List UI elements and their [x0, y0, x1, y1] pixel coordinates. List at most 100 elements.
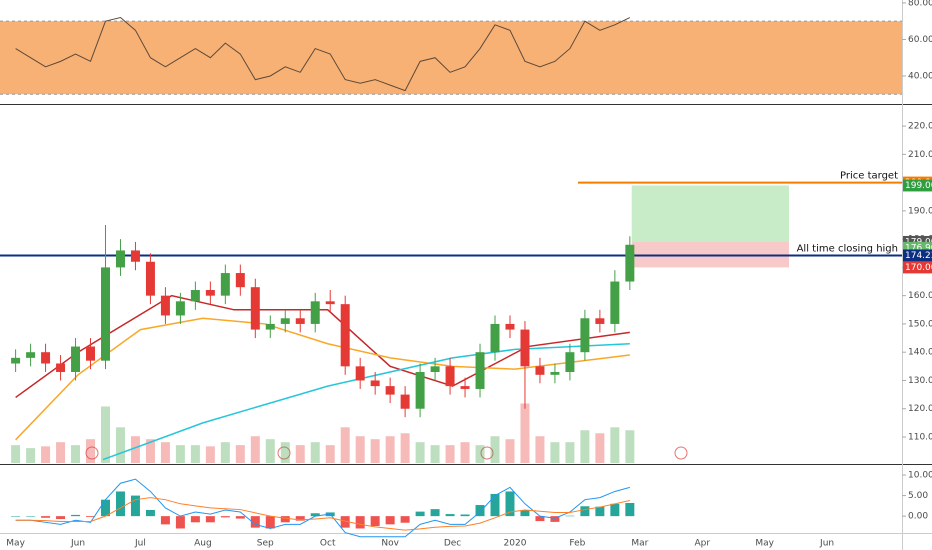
- volume-bar: [400, 433, 410, 463]
- price-label: 170.00: [905, 263, 932, 273]
- volume-bar: [190, 445, 200, 463]
- macd-histogram-bar: [475, 505, 485, 517]
- macd-histogram-bar: [535, 516, 545, 522]
- position-target-zone: [631, 185, 790, 242]
- macd-histogram-bar: [445, 514, 455, 517]
- y-tick-label: 10.00: [908, 471, 932, 481]
- candle-body: [385, 386, 395, 395]
- candle-body: [325, 301, 335, 305]
- volume-bar: [235, 445, 245, 463]
- candle-body: [100, 267, 110, 361]
- candle-body: [475, 352, 485, 389]
- earnings-marker: [480, 446, 494, 460]
- level-label: All time closing high: [797, 243, 898, 254]
- candle-body: [190, 290, 200, 302]
- candle-body: [115, 250, 125, 268]
- candle-body: [340, 304, 350, 367]
- candle-body: [295, 318, 305, 324]
- volume-bar: [145, 439, 155, 463]
- candle-body: [610, 281, 620, 324]
- candle-body: [535, 366, 545, 375]
- candle-body: [565, 352, 575, 372]
- x-tick-label: Feb: [569, 539, 585, 549]
- earnings-marker: [674, 446, 688, 460]
- macd-histogram-bar: [625, 502, 635, 517]
- macd-histogram-bar: [520, 509, 530, 517]
- volume-bar: [475, 445, 485, 463]
- x-tick-label: Jul: [134, 539, 146, 549]
- macd-histogram-bar: [580, 506, 590, 517]
- candle-body: [400, 394, 410, 409]
- level-label: Price target: [840, 171, 898, 182]
- candle-body: [160, 295, 170, 316]
- volume-bar: [370, 439, 380, 463]
- earnings-marker: [277, 446, 291, 460]
- macd-histogram-bar: [100, 499, 110, 517]
- candle-body: [355, 366, 365, 381]
- volume-bar: [115, 427, 125, 463]
- volume-bar: [520, 403, 530, 463]
- volume-bar: [625, 430, 635, 463]
- macd-histogram-bar: [56, 516, 66, 520]
- macd-histogram-bar: [430, 509, 440, 517]
- volume-bar: [580, 430, 590, 463]
- macd-histogram-bar: [295, 516, 305, 521]
- macd-histogram-bar: [595, 506, 605, 517]
- candle-body: [625, 244, 635, 282]
- x-tick-label: Oct: [320, 539, 336, 549]
- x-tick-label: May: [755, 539, 774, 549]
- volume-bar: [160, 442, 170, 463]
- candle-body: [370, 380, 380, 387]
- macd-histogram-bar: [610, 503, 620, 517]
- volume-bar: [250, 436, 260, 463]
- price-label-box: [903, 249, 932, 262]
- x-tick-label: 2020: [504, 539, 527, 549]
- candle-body: [130, 250, 140, 262]
- candle-body: [280, 318, 290, 324]
- volume-bar: [415, 442, 425, 463]
- volume-bar: [11, 445, 21, 463]
- macd-histogram-bar: [205, 516, 215, 523]
- macd-histogram-bar: [550, 516, 560, 522]
- candle-body: [56, 363, 66, 372]
- macd-histogram-bar: [265, 516, 275, 529]
- y-tick-label: 210.00: [908, 150, 932, 160]
- y-tick-label: 140.00: [908, 348, 932, 358]
- y-tick-label: 120.00: [908, 404, 932, 414]
- candle-body: [505, 323, 515, 330]
- price-label-box: [903, 261, 932, 274]
- y-tick-label: 150.00: [908, 319, 932, 329]
- volume-bar: [205, 446, 215, 463]
- volume-bar: [505, 439, 515, 463]
- volume-bar: [340, 427, 350, 463]
- y-tick-label: 60.00: [908, 35, 932, 45]
- rsi-band: [0, 21, 902, 95]
- volume-bar: [86, 439, 96, 463]
- candle-body: [520, 329, 530, 367]
- volume-bar: [385, 436, 395, 463]
- volume-bar: [26, 448, 36, 463]
- volume-bar: [280, 442, 290, 463]
- volume-bar: [535, 436, 545, 463]
- candle-body: [415, 371, 425, 409]
- x-tick-label: Nov: [381, 539, 399, 549]
- candle-body: [11, 357, 21, 364]
- volume-bar: [565, 442, 575, 463]
- x-tick-label: Sep: [257, 539, 274, 549]
- candle-body: [26, 352, 36, 358]
- macd-histogram-bar: [130, 495, 140, 517]
- macd-histogram-bar: [175, 516, 185, 529]
- macd-histogram-bar: [505, 491, 515, 517]
- volume-bar: [445, 445, 455, 463]
- price-label: 176.90: [905, 243, 932, 253]
- volume-bar: [460, 442, 470, 463]
- y-tick-label: 0.00: [908, 512, 928, 522]
- price-label: 199.00: [905, 181, 932, 191]
- macd-histogram-bar: [11, 516, 21, 517]
- macd-histogram-bar: [460, 514, 470, 517]
- macd-histogram-bar: [370, 516, 380, 527]
- volume-bar: [355, 436, 365, 463]
- y-tick-label: 110.00: [908, 432, 932, 442]
- volume-bar: [490, 436, 500, 463]
